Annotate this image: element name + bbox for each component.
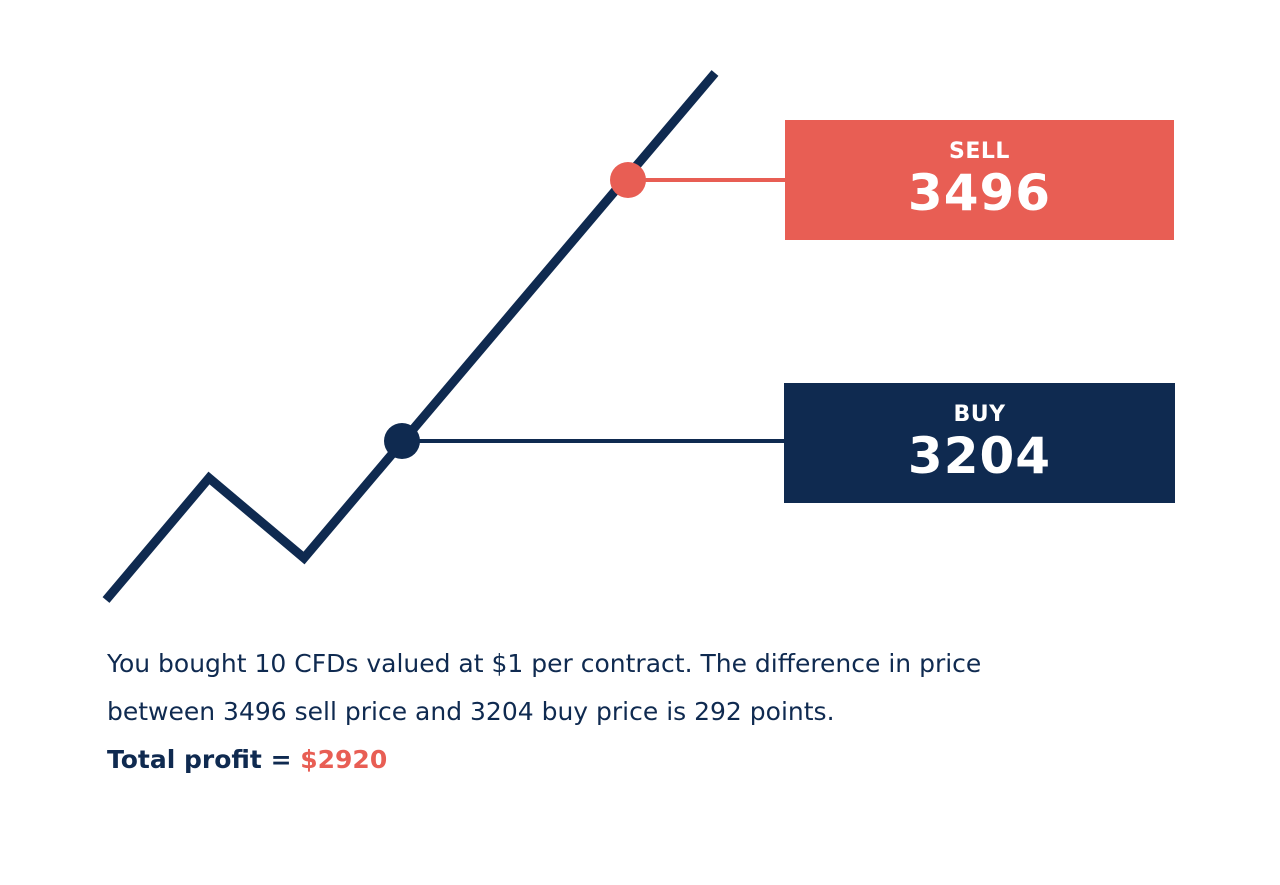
sell-price-box: SELL 3496: [785, 120, 1174, 240]
sell-label: SELL: [949, 139, 1010, 164]
price-movement-diagram: [102, 70, 786, 603]
buy-price: 3204: [907, 427, 1052, 485]
buy-price-box: BUY 3204: [784, 383, 1175, 503]
total-profit-value: $2920: [300, 745, 388, 774]
buy-label: BUY: [953, 402, 1006, 427]
buy-point-marker: [384, 423, 420, 459]
explanation-line-2: between 3496 sell price and 3204 buy pri…: [107, 697, 835, 726]
explanation-line-1: You bought 10 CFDs valued at $1 per cont…: [107, 649, 982, 678]
sell-point-marker: [610, 162, 646, 198]
total-profit-line: Total profit = $2920: [107, 736, 1207, 784]
price-trend-line: [102, 70, 719, 603]
sell-price: 3496: [907, 164, 1052, 222]
total-profit-label: Total profit =: [107, 745, 301, 774]
explanation-text: You bought 10 CFDs valued at $1 per cont…: [107, 640, 1207, 784]
